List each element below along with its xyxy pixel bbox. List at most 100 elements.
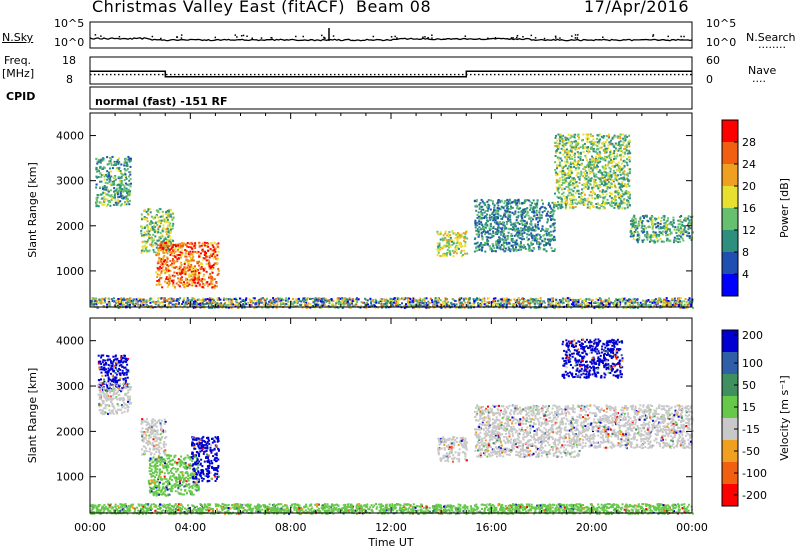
heatmap-cell [567,184,570,187]
heatmap-cell [497,238,500,241]
heatmap-cell [202,273,205,276]
heatmap-cell [434,298,437,301]
heatmap-cell [638,220,641,223]
heatmap-cell [165,233,168,236]
heatmap-cell [178,254,181,256]
heatmap-cell [596,194,599,196]
heatmap-cell [170,230,172,233]
heatmap-cell [187,253,190,255]
heatmap-cell [601,306,604,309]
heatmap-cell [105,193,108,196]
heatmap-cell [449,253,452,256]
heatmap-cell [162,250,165,253]
heatmap-cell [614,175,617,178]
heatmap-cell [144,248,147,251]
heatmap-cell [572,183,574,186]
heatmap-cell [603,202,606,204]
heatmap-cell [445,253,448,256]
cpid-text: normal (fast) -151 RF [95,95,228,108]
heatmap-cell [565,186,568,188]
heatmap-cell [441,247,444,250]
heatmap-cell [569,144,572,147]
heatmap-cell [150,220,153,223]
heatmap-cell [517,198,520,201]
heatmap-cell [149,208,152,211]
heatmap-cell [607,300,610,303]
heatmap-cell [489,208,492,211]
heatmap-cell [280,299,283,302]
heatmap-cell [669,303,672,306]
freq-tick-top: 18 [62,54,76,67]
heatmap-cell [491,217,493,220]
heatmap-cell [118,168,120,170]
heatmap-cell [650,235,653,238]
heatmap-cell [166,232,169,234]
heatmap-cell [451,230,454,233]
heatmap-cell [312,301,315,304]
heatmap-cell [530,220,533,223]
heatmap-cell [534,206,536,209]
heatmap-cell [553,229,556,232]
heatmap-cell [577,163,580,166]
heatmap-cell [106,303,109,306]
heatmap-cell [330,298,333,300]
heatmap-cell [531,237,534,239]
heatmap-cell [527,248,530,251]
heatmap-cell [159,208,162,211]
heatmap-cell [676,234,679,237]
heatmap-cell [628,185,631,188]
heatmap-cell [583,193,586,196]
heatmap-cell [528,218,531,221]
heatmap-cell [513,298,516,301]
heatmap-cell [172,212,175,215]
nsky-dot [242,34,245,37]
heatmap-cell [523,212,526,214]
heatmap-cell [489,219,492,221]
heatmap-cell [273,299,276,302]
heatmap-cell [163,243,166,246]
heatmap-cell [641,239,644,242]
heatmap-cell [621,195,624,198]
cpid-label: CPID [6,90,36,103]
heatmap-cell [497,213,500,216]
heatmap-cell [613,146,616,149]
heatmap-cell [599,180,602,183]
heatmap-cell [129,178,132,181]
heatmap-cell [573,163,575,166]
heatmap-cell [503,239,506,241]
heatmap-cell [516,301,519,304]
heatmap-cell [528,302,531,305]
heatmap-cell [560,300,563,303]
heatmap-cell [649,237,652,240]
heatmap-cell [690,216,693,218]
heatmap-cell [480,242,483,245]
heatmap-cell [150,215,153,218]
heatmap-cell [563,178,566,181]
heatmap-cell [499,214,502,217]
heatmap-cell [479,228,482,231]
heatmap-cell [201,278,204,280]
heatmap-cell [454,250,457,253]
heatmap-cell [210,267,213,270]
heatmap-cell [475,209,478,212]
heatmap-cell [159,242,162,245]
heatmap-cell [496,244,499,246]
heatmap-cell [530,222,533,225]
heatmap-cell [99,180,101,183]
heatmap-cell [119,189,121,192]
heatmap-cell [110,170,113,173]
heatmap-cell [174,247,177,250]
heatmap-cell [672,220,675,223]
heatmap-cell [555,298,558,301]
heatmap-cell [192,306,195,309]
heatmap-cell [231,301,234,304]
heatmap-cell [526,243,529,246]
heatmap-cell [533,239,536,242]
heatmap-cell [116,167,119,169]
heatmap-cell [207,242,210,245]
heatmap-cell [169,208,172,211]
heatmap-cell [163,219,166,222]
heatmap-cell [155,283,158,286]
freq-unit-label: [MHz] [2,67,35,80]
heatmap-cell [603,171,606,174]
